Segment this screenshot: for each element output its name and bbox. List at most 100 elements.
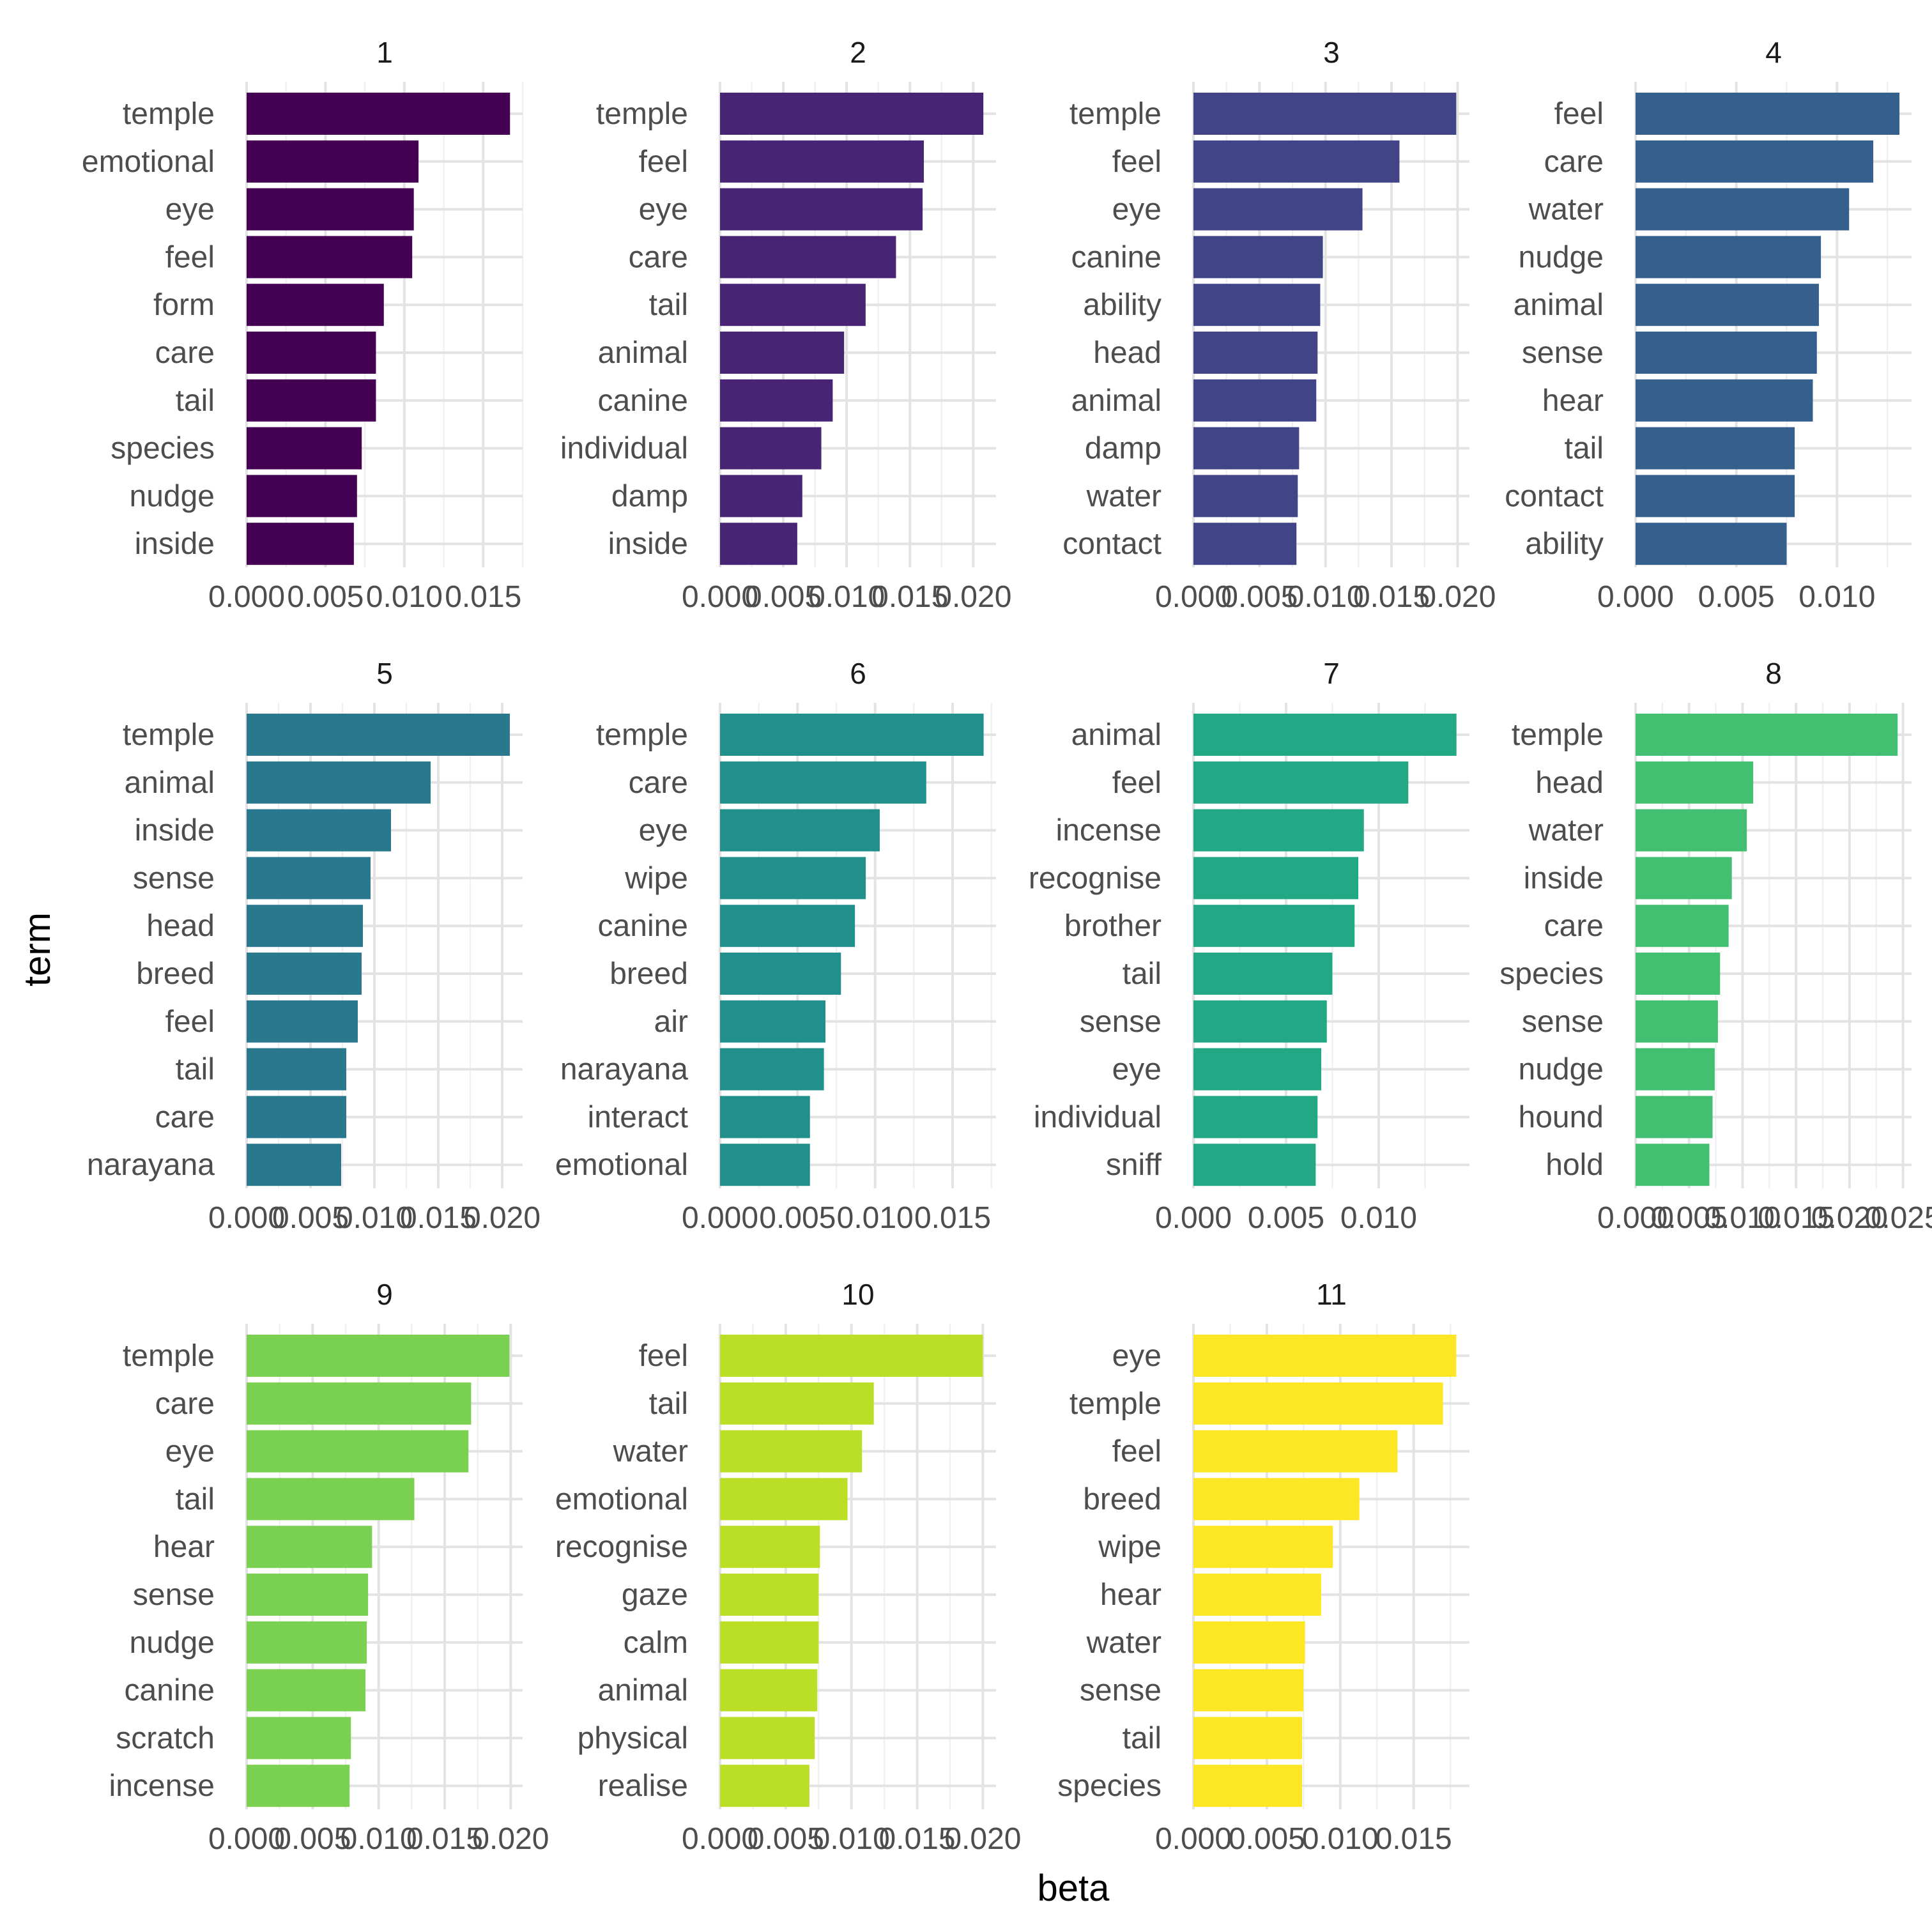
x-tick-label: 0.010 [1302, 1822, 1379, 1856]
term-label: sniff [1106, 1148, 1162, 1182]
bar-feel [247, 236, 413, 279]
term-label: sense [133, 1578, 215, 1612]
x-tick-label: 0.000 [1597, 1201, 1674, 1235]
x-tick-label: 0.015 [445, 580, 521, 614]
x-tick-label: 0.015 [400, 1201, 477, 1235]
term-label: tail [176, 1482, 215, 1516]
facet-title: 2 [850, 36, 866, 69]
x-tick-label: 0.000 [682, 1822, 758, 1856]
bar-care [1636, 905, 1729, 947]
x-tick-label: 0.010 [1287, 580, 1364, 614]
bar-emotional [720, 1478, 848, 1521]
facet-panel-6: 0.000 0.005 0.010 0.015 temple care eye wipe can… [555, 657, 996, 1235]
bar-feel [1193, 140, 1400, 183]
bar-contact [1193, 523, 1297, 565]
bar-tail [1193, 1717, 1303, 1759]
x-tick-label: 0.005 [274, 1822, 351, 1856]
bar-narayana [247, 1144, 341, 1186]
term-label: species [1057, 1769, 1162, 1803]
bar-tail [247, 1048, 346, 1091]
term-label: animal [598, 1674, 688, 1708]
bar-emotional [720, 1144, 810, 1186]
x-tick-label: 0.020 [1811, 1201, 1888, 1235]
term-label: inside [608, 527, 688, 561]
term-label: eye [639, 814, 688, 848]
x-tick-label: 0.015 [1376, 1822, 1452, 1856]
term-label: canine [1071, 240, 1162, 274]
term-label: eye [1112, 1053, 1162, 1087]
bar-animal [1193, 714, 1457, 756]
x-tick-label: 0.005 [747, 1822, 824, 1856]
term-label: care [629, 766, 688, 800]
bar-tail [720, 284, 866, 326]
bar-contact [1636, 475, 1795, 518]
term-label: feel [639, 1339, 688, 1373]
bar-care [720, 236, 896, 279]
term-label: tail [1123, 1721, 1162, 1755]
x-tick-label: 0.005 [1248, 1201, 1324, 1235]
term-label: realise [598, 1769, 688, 1803]
bar-inside [247, 523, 354, 565]
term-label: temple [123, 97, 215, 131]
bar-feel [1636, 93, 1900, 135]
bar-sniff [1193, 1144, 1316, 1186]
term-label: wipe [624, 861, 688, 895]
bar-incense [1193, 809, 1364, 852]
term-label: animal [1514, 288, 1604, 322]
term-label: emotional [555, 1148, 688, 1182]
term-label: tail [176, 384, 215, 418]
bar-care [247, 1382, 471, 1425]
x-tick-label: 0.015 [406, 1822, 483, 1856]
bar-temple [247, 1335, 510, 1377]
term-label: water [613, 1435, 688, 1469]
bar-damp [720, 475, 802, 518]
bar-care [1636, 140, 1874, 183]
bar-temple [1636, 714, 1898, 756]
bar-form [247, 284, 384, 326]
x-tick-label: 0.000 [1155, 580, 1232, 614]
facet-panel-1: 0.000 0.005 0.010 0.015 temple emotional eye fe… [82, 36, 524, 614]
x-tick-label: 0.010 [336, 1201, 413, 1235]
bar-inside [720, 523, 797, 565]
bar-temple [247, 714, 510, 756]
bar-temple [247, 93, 510, 135]
bar-species [1636, 953, 1721, 995]
bar-tail [720, 1382, 874, 1425]
bar-feel [1193, 761, 1409, 804]
facet-title: 8 [1765, 657, 1782, 690]
term-label: feel [165, 1005, 215, 1039]
bar-temple [720, 714, 984, 756]
term-label: feel [1112, 766, 1162, 800]
x-tick-label: 0.020 [944, 1822, 1021, 1856]
term-label: breed [1083, 1482, 1162, 1516]
x-tick-label: 0.005 [1229, 1822, 1305, 1856]
bar-nudge [247, 475, 357, 518]
x-tick-label: 0.005 [1698, 580, 1775, 614]
facet-title: 11 [1316, 1278, 1347, 1311]
bar-feel [720, 140, 924, 183]
term-label: feel [165, 240, 215, 274]
bar-care [247, 332, 376, 374]
bar-sense [1636, 332, 1817, 374]
x-tick-label: 0.005 [745, 580, 822, 614]
term-label: water [1086, 1626, 1162, 1660]
term-label: ability [1083, 288, 1162, 322]
x-tick-label: 0.005 [1221, 580, 1298, 614]
x-tick-label: 0.005 [272, 1201, 349, 1235]
x-tick-label: 0.000 [682, 580, 758, 614]
x-tick-label: 0.015 [1758, 1201, 1834, 1235]
bar-tail [1193, 953, 1333, 995]
bar-nudge [1636, 236, 1821, 279]
term-label: feel [639, 145, 688, 179]
bar-animal [720, 1669, 818, 1712]
bar-temple [1193, 93, 1457, 135]
term-label: nudge [130, 1626, 215, 1660]
bar-inside [247, 809, 391, 852]
bar-interact [720, 1096, 810, 1138]
term-label: incense [1056, 814, 1162, 848]
bar-physical [720, 1717, 815, 1759]
bar-care [720, 761, 926, 804]
bar-temple [1193, 1382, 1443, 1425]
